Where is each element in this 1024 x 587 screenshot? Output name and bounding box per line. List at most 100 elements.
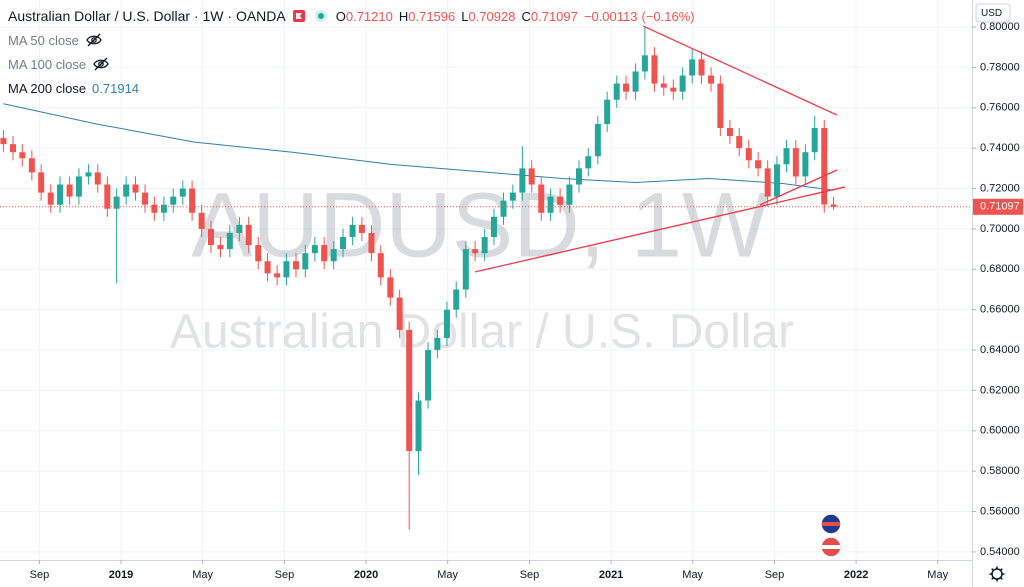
- candle-body: [311, 245, 318, 254]
- watermark-description: Australian Dollar / U.S. Dollar: [170, 306, 794, 359]
- candle-body: [57, 184, 64, 205]
- candle-body: [566, 184, 573, 205]
- candle-body: [198, 212, 205, 229]
- candle-body: [19, 152, 26, 159]
- candle-body: [406, 329, 413, 451]
- candle-body: [443, 309, 450, 338]
- candle-body: [434, 337, 441, 351]
- candle-body: [792, 148, 799, 177]
- ma-name: MA 200 close: [8, 80, 87, 96]
- currency-button[interactable]: [975, 3, 1011, 23]
- candle-body: [726, 127, 733, 137]
- candle-body: [189, 188, 196, 213]
- x-tick-label: Sep: [765, 569, 785, 581]
- y-tick-label: 0.80000: [980, 21, 1020, 33]
- candle-body: [623, 83, 630, 92]
- flag-icon[interactable]: [292, 9, 306, 23]
- candle-body: [651, 55, 658, 84]
- candle-body: [453, 289, 460, 310]
- ohlc-letter: C: [521, 8, 531, 24]
- candle-body: [321, 245, 328, 262]
- candle-body: [0, 138, 7, 145]
- x-tick-label: Sep: [275, 569, 295, 581]
- candle-body: [462, 249, 469, 290]
- change-pct: (−0.16%): [641, 8, 695, 24]
- ohlc-letter: H: [398, 8, 409, 24]
- candle-body: [217, 245, 224, 250]
- candle-body: [764, 168, 771, 197]
- candle-body: [689, 59, 696, 76]
- ohlc-value: 0.71596: [408, 8, 456, 24]
- ma-legend: MA 50 close MA 100 close MA 200 close 0.719…: [8, 28, 695, 100]
- candle-body: [330, 249, 337, 262]
- change: −0.00113: [583, 8, 638, 24]
- candle-body: [802, 152, 809, 177]
- gear-tooth: [1000, 568, 1003, 571]
- x-tick-label: 2022: [844, 569, 868, 581]
- candle-body: [9, 144, 16, 153]
- y-tick-label: 0.56000: [980, 505, 1020, 517]
- candle-body: [283, 261, 290, 278]
- candle-body: [179, 188, 186, 197]
- candle-body: [236, 224, 243, 233]
- candle-body: [160, 204, 167, 213]
- symbol-title[interactable]: Australian Dollar / U.S. Dollar · 1W · O…: [8, 8, 286, 24]
- gear-tooth: [1000, 577, 1003, 580]
- x-tick-label: Sep: [520, 569, 540, 581]
- header-row: Australian Dollar / U.S. Dollar · 1W · O…: [8, 4, 695, 28]
- candle-body: [490, 216, 497, 238]
- y-tick-label: 0.62000: [980, 384, 1020, 396]
- candle-body: [811, 127, 818, 153]
- candle-body: [349, 224, 356, 238]
- candle-body: [151, 204, 158, 213]
- candle-body: [264, 261, 271, 274]
- ohlc-value: 0.71097: [530, 8, 578, 24]
- candle-body: [377, 253, 384, 278]
- price-tag: [973, 198, 1023, 215]
- x-tick-label: 2019: [109, 569, 133, 581]
- x-tick-label: 2021: [599, 569, 623, 581]
- x-tick-label: May: [927, 569, 948, 581]
- trendline: [474, 186, 846, 273]
- candle-body: [557, 196, 564, 205]
- x-tick-label: May: [437, 569, 458, 581]
- ma-value: 0.71914: [92, 80, 140, 96]
- candle-body: [472, 249, 479, 254]
- candle-body: [28, 158, 35, 173]
- ma-row: MA 50 close: [8, 28, 695, 52]
- ma-line: [3, 103, 834, 191]
- hidden-icon[interactable]: [85, 33, 103, 47]
- candle-body: [358, 224, 365, 233]
- candle-body: [142, 192, 149, 205]
- y-tick-label: 0.68000: [980, 263, 1020, 275]
- y-tick-label: 0.64000: [980, 344, 1020, 356]
- gear-tooth: [991, 568, 994, 571]
- aud-flag-stripe: [822, 522, 840, 526]
- candle-body: [94, 172, 101, 185]
- candle-body: [500, 200, 507, 217]
- candle-body: [773, 164, 780, 197]
- candle-body: [274, 273, 281, 278]
- candle-body: [207, 228, 214, 246]
- usd-flag-stripe: [822, 545, 840, 549]
- candle-body: [575, 168, 582, 185]
- hidden-icon[interactable]: [92, 57, 110, 71]
- time-axis: [0, 560, 972, 587]
- x-tick-label: May: [682, 569, 703, 581]
- ohlc-letter: L: [461, 8, 469, 24]
- candle-body: [132, 184, 139, 193]
- settings-icon[interactable]: [989, 566, 1005, 582]
- candle-body: [736, 136, 743, 149]
- candle-body: [547, 196, 554, 213]
- candle-body: [783, 148, 790, 165]
- candle-body: [170, 196, 177, 205]
- candle-body: [302, 253, 309, 270]
- candle-body: [670, 87, 677, 92]
- y-tick-label: 0.58000: [980, 465, 1020, 477]
- candle-body: [604, 99, 611, 124]
- y-tick-label: 0.74000: [980, 142, 1020, 154]
- candle-body: [415, 400, 422, 451]
- legend: Australian Dollar / U.S. Dollar · 1W · O…: [8, 4, 695, 100]
- candle-body: [425, 350, 432, 401]
